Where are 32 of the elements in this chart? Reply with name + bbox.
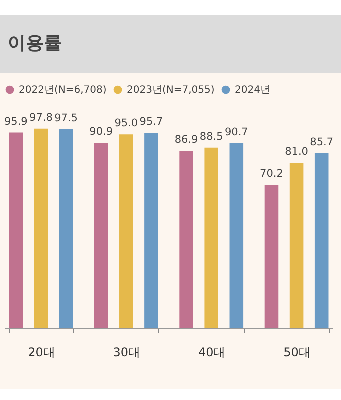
bar xyxy=(120,134,134,328)
bar xyxy=(180,151,194,328)
data-label: 97.8 xyxy=(30,112,53,124)
data-label: 95.7 xyxy=(140,116,164,128)
data-label: 70.2 xyxy=(260,168,284,180)
bar xyxy=(94,142,108,328)
data-label: 81.0 xyxy=(285,146,308,158)
bar xyxy=(144,133,158,328)
bar xyxy=(9,132,24,328)
data-label: 88.5 xyxy=(200,130,224,143)
x-tick-label: 30대 xyxy=(113,346,141,360)
data-label: 95.9 xyxy=(4,116,28,128)
data-label: 90.7 xyxy=(224,126,248,138)
data-label: 90.9 xyxy=(90,126,114,138)
x-tick-label: 20대 xyxy=(28,346,56,360)
bar xyxy=(204,148,218,328)
data-label: 95.0 xyxy=(114,118,138,130)
chart-title: 이용률 xyxy=(0,15,341,73)
legend-label: 2023년(N=7,055) xyxy=(127,85,215,96)
legend-label: 2022년(N=6,708) xyxy=(19,85,107,96)
bar xyxy=(34,128,48,328)
bar xyxy=(314,154,329,328)
x-tick-label: 40대 xyxy=(198,346,226,360)
bar xyxy=(264,185,279,328)
bar xyxy=(59,130,74,328)
bar xyxy=(290,163,304,328)
data-label: 97.5 xyxy=(54,112,78,125)
data-label: 86.9 xyxy=(174,134,198,146)
legend-label: 2024년 xyxy=(235,85,270,96)
x-tick-label: 50대 xyxy=(284,346,311,360)
data-label: 85.7 xyxy=(310,136,334,149)
bar xyxy=(230,143,244,328)
